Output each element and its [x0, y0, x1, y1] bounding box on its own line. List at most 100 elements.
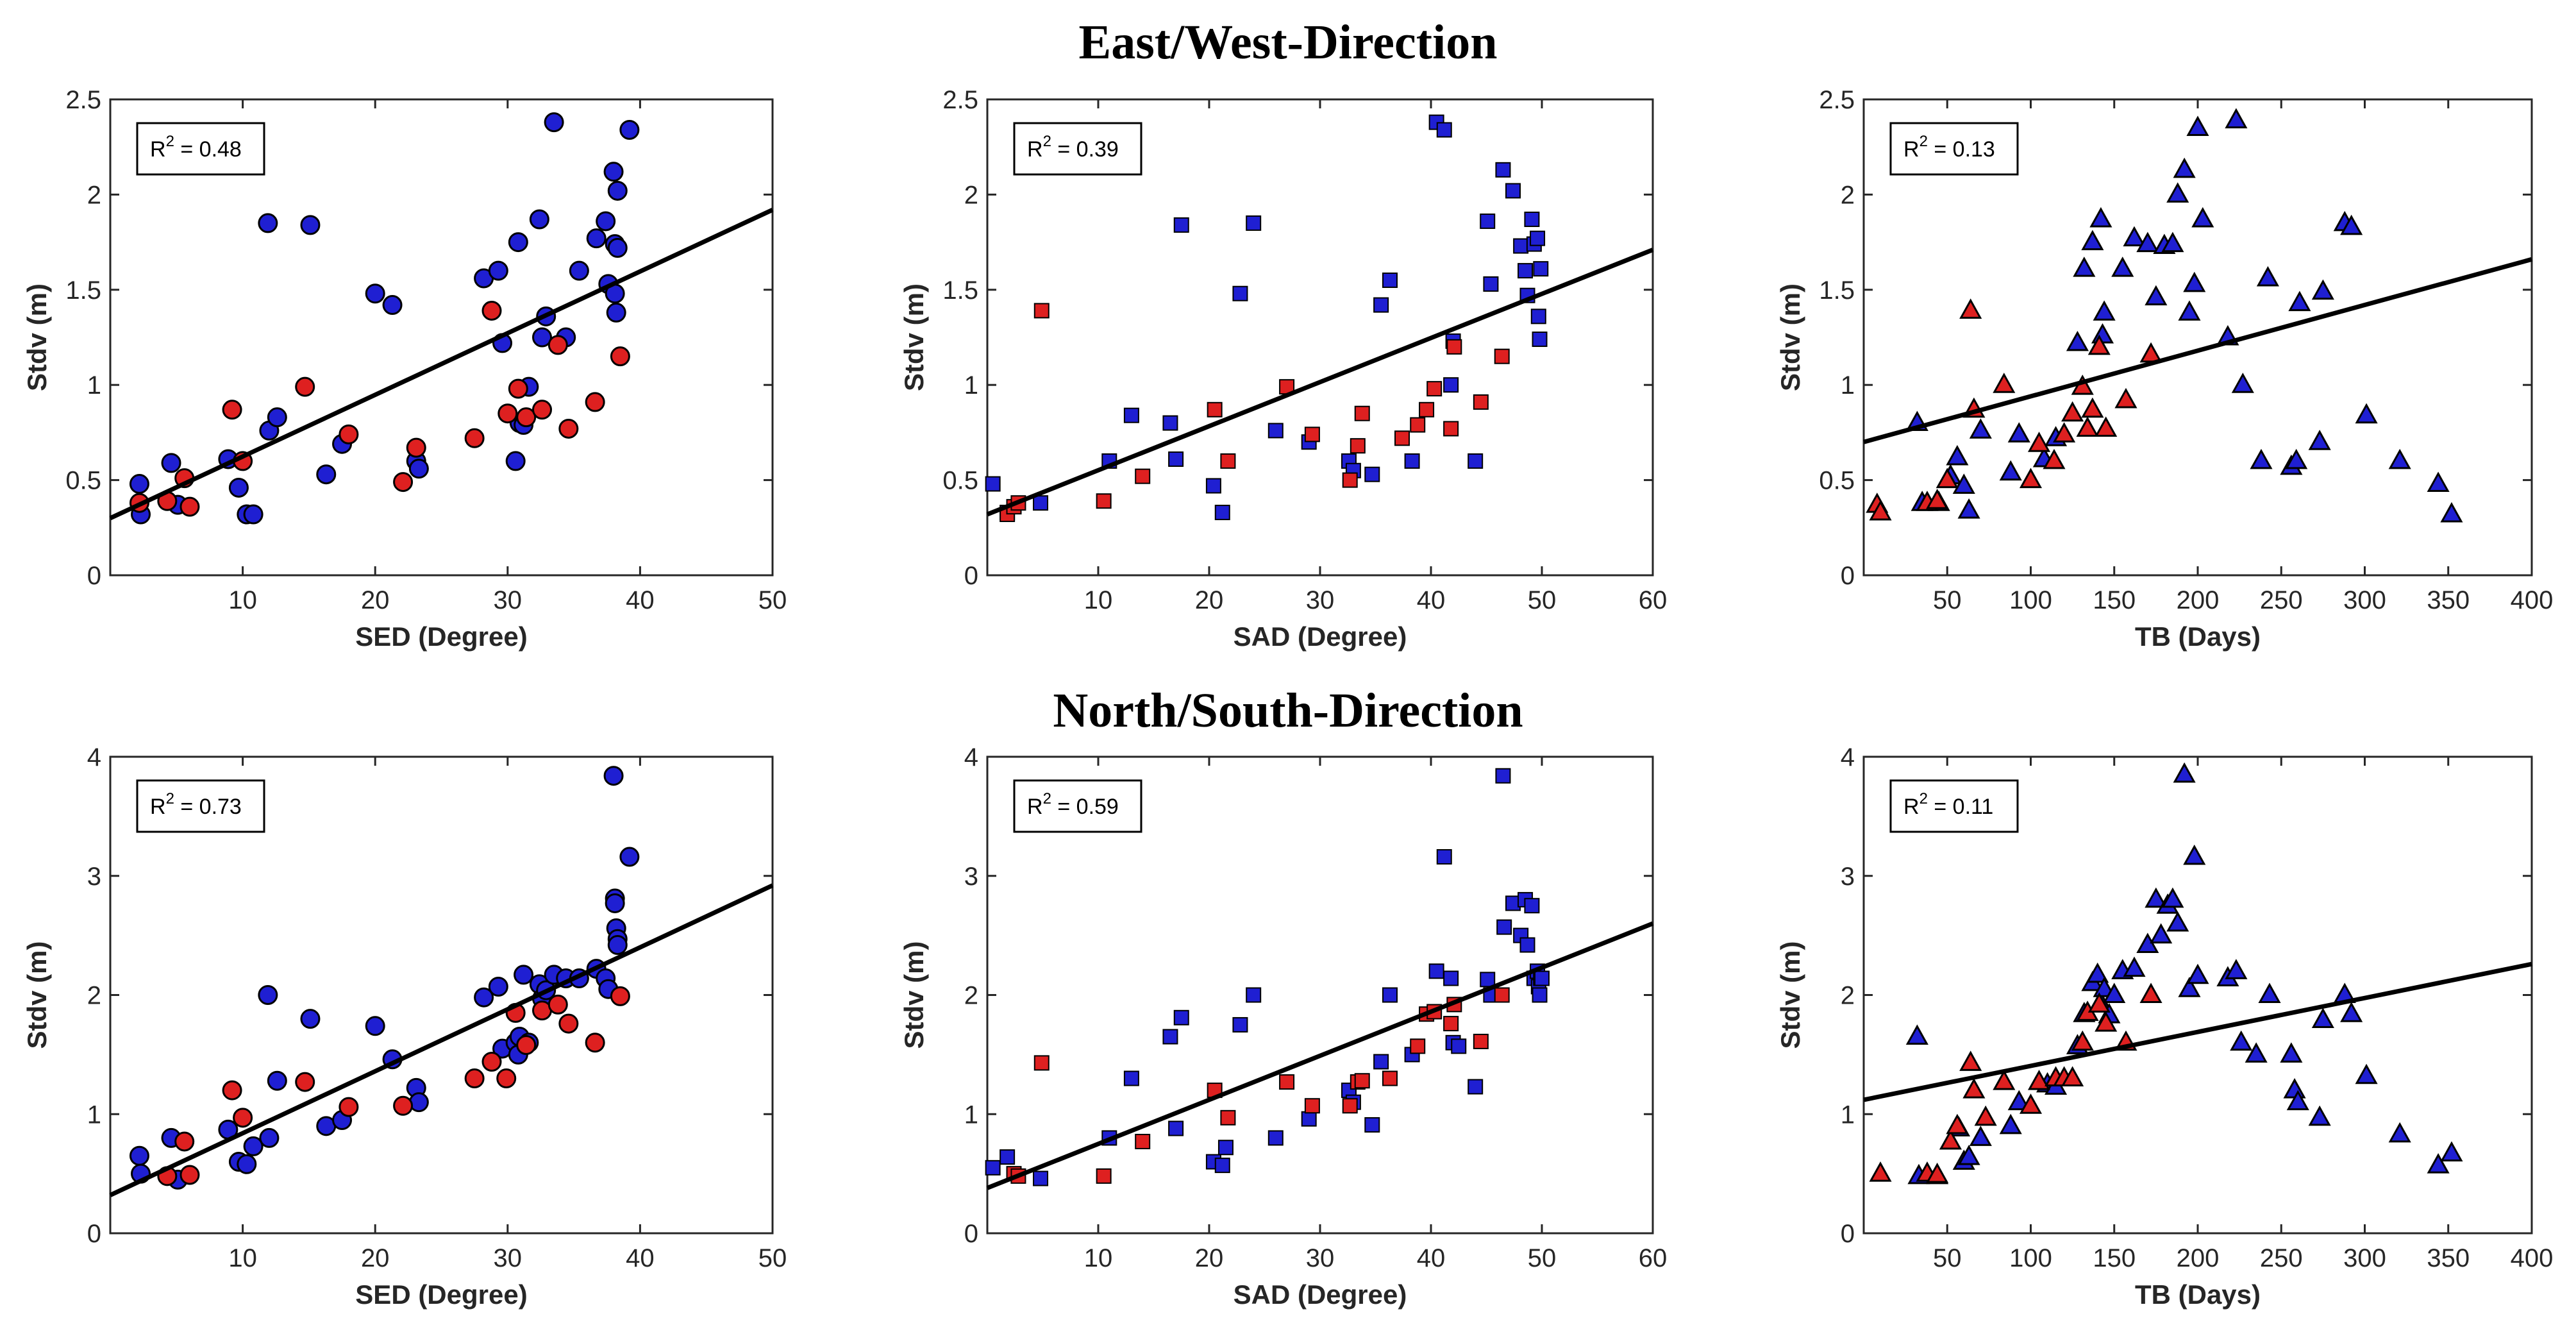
blue-square-point — [1451, 1038, 1467, 1054]
red-triangle-point — [2087, 992, 2111, 1013]
y-tick-label: 4 — [87, 743, 101, 772]
red-square-point — [1394, 430, 1410, 446]
blue-square-point — [1519, 937, 1535, 953]
blue-triangle-point — [2089, 207, 2112, 228]
x-axis-label: SED (Degree) — [355, 621, 527, 652]
red-circle-point — [464, 1068, 485, 1089]
x-tick-label: 30 — [1306, 1244, 1335, 1272]
red-triangle-point — [1959, 1050, 1982, 1071]
blue-triangle-point — [2308, 430, 2331, 450]
red-triangle-point — [1869, 500, 1892, 521]
blue-square-point — [1364, 466, 1380, 482]
red-square-point — [1279, 1074, 1295, 1090]
red-triangle-point — [2076, 416, 2099, 437]
red-circle-point — [496, 1068, 517, 1089]
blue-circle-point — [505, 451, 526, 471]
blue-circle-point — [300, 1009, 321, 1029]
x-tick-label: 350 — [2427, 586, 2470, 614]
blue-circle-point — [474, 987, 494, 1008]
red-triangle-point — [1962, 1078, 1986, 1099]
blue-square-point — [1246, 987, 1262, 1003]
y-tick-label: 1 — [964, 371, 978, 400]
blue-square-point — [1173, 217, 1189, 233]
red-square-point — [1443, 421, 1459, 437]
red-circle-point — [222, 1080, 242, 1101]
blue-square-point — [1123, 1070, 1139, 1086]
blue-circle-point — [603, 162, 624, 182]
blue-square-point — [1428, 963, 1444, 979]
blue-triangle-point — [2231, 373, 2254, 393]
blue-triangle-point — [2161, 232, 2184, 253]
blue-triangle-point — [2145, 285, 2168, 306]
red-square-point — [1033, 303, 1050, 319]
blue-triangle-point — [2183, 844, 2206, 865]
r-squared-box — [1889, 122, 2019, 176]
blue-square-point — [999, 1149, 1016, 1165]
blue-triangle-point — [2285, 448, 2308, 469]
blue-circle-point — [300, 215, 321, 235]
y-axis-label: Stdv (m) — [899, 941, 929, 1049]
r-squared-exponent: 2 — [166, 790, 174, 807]
y-axis-label: Stdv (m) — [22, 941, 52, 1049]
y-tick-label: 1.5 — [1819, 276, 1855, 305]
x-tick-label: 300 — [2343, 1244, 2386, 1272]
regression-line — [986, 248, 1654, 517]
red-square-point — [1354, 405, 1370, 421]
y-tick-label: 4 — [1841, 743, 1855, 772]
blue-square-point — [1162, 415, 1178, 431]
chart-panel-2: 10 20 30 40 50 60 0 0.5 1 1.5 2 2.5 SAD (Degree) Stdv… — [899, 86, 1667, 652]
x-tick-label: 400 — [2511, 1244, 2554, 1272]
x-tick-label: 50 — [758, 586, 787, 614]
x-tick-label: 30 — [494, 1244, 523, 1272]
red-circle-point — [393, 472, 414, 493]
east-west-title: East/West-Direction — [1078, 15, 1498, 69]
red-circle-point — [180, 496, 200, 517]
x-axis-label: TB (Days) — [2135, 621, 2261, 652]
blue-square-point — [1436, 122, 1452, 138]
y-tick-label: 0 — [87, 562, 101, 590]
y-tick-label: 1 — [964, 1101, 978, 1129]
blue-triangle-point — [2093, 300, 2116, 321]
r-squared-exponent: 2 — [1919, 790, 1928, 807]
blue-square-point — [1232, 285, 1248, 301]
y-axis-label: Stdv (m) — [22, 283, 52, 391]
blue-triangle-point — [2311, 1008, 2334, 1029]
blue-circle-point — [606, 302, 626, 323]
red-triangle-point — [2053, 422, 2076, 443]
blue-square-point — [1267, 1130, 1284, 1146]
blue-circle-point — [382, 295, 403, 316]
blue-triangle-point — [2136, 232, 2159, 253]
blue-square-point — [1436, 849, 1452, 865]
x-tick-label: 30 — [1306, 586, 1335, 614]
red-circle-point — [508, 378, 528, 399]
y-tick-label: 0.5 — [65, 467, 101, 495]
r-squared-label: R2 = 0.48 — [150, 133, 242, 162]
r-squared-symbol: R — [1903, 795, 1919, 819]
blue-triangle-point — [1957, 498, 1980, 519]
r-squared-value: = 0.59 — [1051, 795, 1119, 819]
blue-circle-point — [544, 112, 564, 133]
red-square-point — [1096, 493, 1112, 509]
blue-square-point — [1404, 453, 1420, 469]
x-tick-label: 50 — [1933, 586, 1962, 614]
y-tick-label: 2 — [964, 181, 978, 209]
red-square-point — [1342, 472, 1358, 488]
red-triangle-point — [2027, 432, 2051, 452]
y-tick-label: 0.5 — [1819, 467, 1855, 495]
red-triangle-point — [2043, 448, 2066, 469]
blue-triangle-point — [1999, 1113, 2022, 1134]
y-tick-label: 2 — [87, 982, 101, 1010]
blue-circle-point — [596, 211, 616, 232]
regression-line — [986, 921, 1654, 1190]
blue-triangle-point — [2280, 1042, 2303, 1063]
red-circle-point — [516, 1035, 537, 1056]
y-tick-label: 2 — [1841, 982, 1855, 1010]
blue-square-point — [1496, 919, 1512, 935]
blue-triangle-point — [2355, 403, 2378, 424]
blue-triangle-point — [2178, 300, 2201, 321]
red-circle-point — [532, 400, 553, 420]
blue-triangle-point — [1969, 418, 1992, 439]
blue-circle-point — [408, 1092, 429, 1113]
blue-square-point — [1513, 238, 1529, 254]
